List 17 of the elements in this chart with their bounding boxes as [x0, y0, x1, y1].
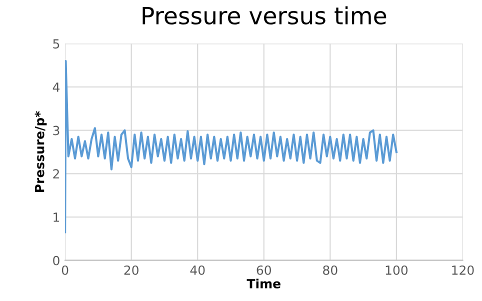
x-axis-title: Time: [246, 278, 280, 288]
chart-title: Pressure versus time: [142, 6, 386, 25]
y-tick-label: 0: [53, 256, 60, 266]
x-tick-label: 60: [256, 265, 272, 275]
x-tick-label: 0: [62, 265, 68, 275]
y-tick-label: 1: [54, 212, 60, 222]
y-axis-title: Pressure/p*: [34, 111, 47, 192]
x-tick-label: 120: [452, 265, 474, 275]
y-tick-label: 2: [53, 169, 59, 178]
x-tick-label: 100: [386, 265, 408, 275]
x-tick-label: 20: [124, 265, 138, 275]
x-tick-label: 80: [323, 265, 338, 275]
line-series: [65, 60, 398, 234]
y-tick-label: 4: [52, 82, 60, 92]
y-tick-label: 3: [53, 126, 60, 136]
x-tick-label: 40: [190, 265, 205, 275]
y-tick-label: 5: [53, 39, 60, 49]
